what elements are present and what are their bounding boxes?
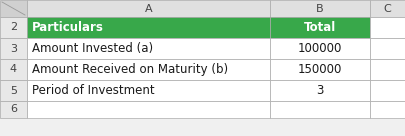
Bar — [27, 59, 270, 80]
Text: 2: 2 — [10, 22, 17, 33]
Text: Particulars: Particulars — [32, 21, 104, 34]
Bar — [370, 17, 405, 38]
Bar — [370, 101, 405, 118]
Text: B: B — [316, 4, 324, 13]
Bar — [270, 80, 370, 101]
Text: Period of Investment: Period of Investment — [32, 84, 155, 97]
Text: C: C — [384, 4, 391, 13]
Bar — [27, 0, 270, 17]
Bar — [270, 101, 370, 118]
Text: Amount Invested (a): Amount Invested (a) — [32, 42, 153, 55]
Bar — [0, 38, 27, 59]
Bar — [370, 59, 405, 80]
Text: 3: 3 — [316, 84, 324, 97]
Bar — [270, 0, 370, 17]
Text: A: A — [145, 4, 152, 13]
Bar — [270, 17, 370, 38]
Bar — [370, 80, 405, 101]
Text: 5: 5 — [10, 86, 17, 95]
Text: 4: 4 — [10, 64, 17, 75]
Bar — [370, 38, 405, 59]
Text: 150000: 150000 — [298, 63, 342, 76]
Bar — [27, 17, 270, 38]
Text: 100000: 100000 — [298, 42, 342, 55]
Bar — [0, 59, 27, 80]
Bar — [370, 0, 405, 17]
Bar — [27, 80, 270, 101]
Bar — [0, 101, 27, 118]
Text: Amount Received on Maturity (b): Amount Received on Maturity (b) — [32, 63, 228, 76]
Bar — [0, 80, 27, 101]
Bar — [0, 0, 27, 17]
Text: 3: 3 — [10, 44, 17, 53]
Bar — [270, 38, 370, 59]
Bar — [0, 17, 27, 38]
Bar — [270, 59, 370, 80]
Bar — [27, 38, 270, 59]
Text: 6: 6 — [10, 104, 17, 115]
Text: Total: Total — [304, 21, 336, 34]
Bar — [27, 101, 270, 118]
